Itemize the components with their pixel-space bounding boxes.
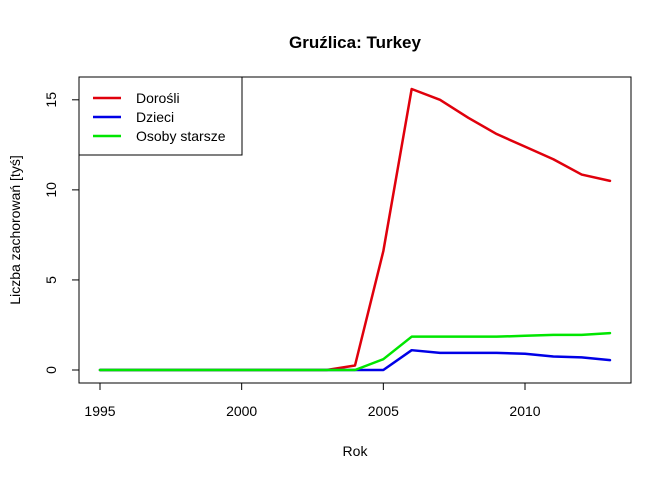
legend-frame: [78, 76, 243, 156]
chart-title: Gruźlica: Turkey: [289, 33, 421, 52]
series-line-3: [98, 331, 612, 372]
series-line-2: [98, 348, 612, 372]
series-layer: [98, 87, 612, 372]
y-tick-label: 10: [43, 182, 59, 198]
legend-label-2: Dzieci: [136, 109, 174, 125]
y-axis: 0 5 10 15: [43, 92, 80, 374]
x-tick-label: 1995: [84, 403, 115, 419]
y-tick-label: 0: [43, 366, 59, 374]
legend-label-1: Dorośli: [136, 90, 180, 106]
y-tick-label: 5: [43, 276, 59, 284]
x-axis: 1995 2000 2005 2010: [84, 382, 541, 419]
x-tick-label: 2000: [226, 403, 257, 419]
legend-label-3: Osoby starsze: [136, 128, 226, 144]
x-axis-label: Rok: [343, 443, 369, 459]
x-tick-label: 2010: [509, 403, 540, 419]
x-tick-label: 2005: [368, 403, 399, 419]
y-tick-label: 15: [43, 92, 59, 108]
y-axis-label: Liczba zachorowań [tyś]: [7, 155, 23, 304]
legend: Dorośli Dzieci Osoby starsze: [78, 76, 243, 156]
